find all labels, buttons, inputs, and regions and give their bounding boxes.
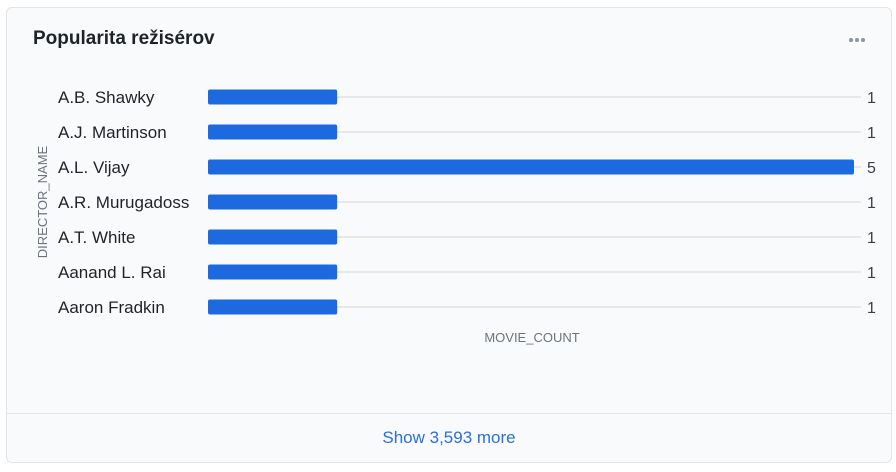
bar[interactable] xyxy=(208,229,338,245)
card-footer: Show 3,593 more xyxy=(7,413,891,462)
bar[interactable] xyxy=(208,89,338,105)
bar[interactable] xyxy=(208,264,338,280)
x-axis-title: MOVIE_COUNT xyxy=(484,330,579,345)
bar[interactable] xyxy=(208,124,338,140)
category-label: Aanand L. Rai xyxy=(58,263,166,282)
ellipsis-dot xyxy=(849,38,853,42)
value-label: 5 xyxy=(867,160,876,177)
y-axis-title: DIRECTOR_NAME xyxy=(35,145,50,258)
value-label: 1 xyxy=(867,195,876,212)
ellipsis-dot xyxy=(861,38,865,42)
card-title: Popularita režisérov xyxy=(33,28,215,49)
category-label: Aaron Fradkin xyxy=(58,298,165,317)
category-label: A.J. Martinson xyxy=(58,123,167,142)
ellipsis-dot xyxy=(855,38,859,42)
bar[interactable] xyxy=(208,299,338,315)
value-label: 1 xyxy=(867,125,876,142)
bar[interactable] xyxy=(208,194,338,210)
bar-chart: A.B. Shawky 1 A.J. Martinson 1 A.L. Vijay 5 A.… xyxy=(35,88,876,345)
value-label: 1 xyxy=(867,90,876,107)
category-label: A.L. Vijay xyxy=(58,158,130,177)
ellipsis-icon[interactable] xyxy=(849,38,865,42)
show-more-button[interactable]: Show 3,593 more xyxy=(382,428,516,447)
category-label: A.T. White xyxy=(58,228,135,247)
category-label: A.B. Shawky xyxy=(58,88,155,107)
value-label: 1 xyxy=(867,265,876,282)
value-label: 1 xyxy=(867,230,876,247)
value-label: 1 xyxy=(867,300,876,317)
category-label: A.R. Murugadoss xyxy=(58,193,189,212)
bar[interactable] xyxy=(208,159,854,175)
chart-card: Popularita režisérov A.B. Shawky 1 A.J. Ma… xyxy=(6,7,892,463)
